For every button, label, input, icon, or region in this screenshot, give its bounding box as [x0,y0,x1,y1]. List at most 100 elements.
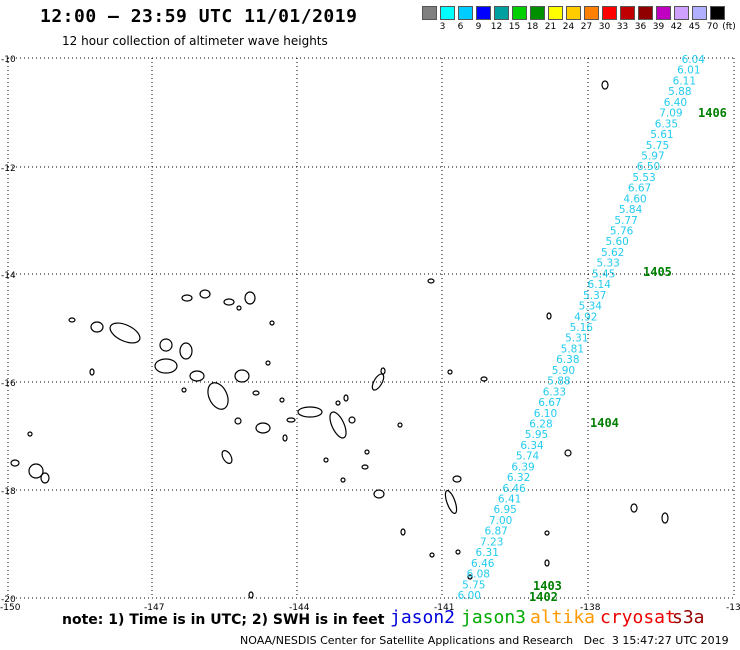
island [234,417,242,425]
colorbar-label: 9 [475,22,482,32]
axis-labels: -10 -12 -14 -16 -18 -20-150 -147 -144 -141 -138 -1… [0,55,740,613]
island [564,449,572,457]
wave-height-value: 7.23 [480,536,503,548]
wave-height-value: 6.01 [677,65,700,77]
island [400,528,406,536]
lon-tick-label: -138 [580,603,601,613]
wave-height-value: 5.34 [579,301,603,313]
colorbar-swatch [692,6,707,20]
island [323,457,329,463]
island [89,368,95,376]
colorbar-label: 15 [508,22,521,32]
wave-height-value: 6.67 [538,397,561,409]
island [27,431,33,437]
island [661,512,669,524]
colorbar-swatch [638,6,653,20]
colorbar-swatch [584,6,599,20]
mission-altika: altika [530,607,596,628]
wave-height-value: 6.28 [529,418,552,430]
units-note: note: 1) Time is in UTC; 2) SWH is in fe… [62,612,385,628]
colorbar-unit: (ft) [722,22,736,32]
island [544,530,550,536]
lat-tick-label: -20 [1,595,16,605]
island [297,406,323,418]
wave-height-value: 4.92 [574,311,597,323]
colorbar-swatch [674,6,689,20]
map-subtitle: 12 hour collection of altimeter wave hei… [62,34,328,48]
lon-tick-label: -147 [144,603,164,613]
colorbar-label: 33 [616,22,629,32]
wave-height-value: 6.33 [543,386,566,398]
island [159,338,173,352]
wave-height-value: 5.75 [462,579,485,591]
island [546,312,552,320]
wave-height-value: 5.37 [583,290,606,302]
island [252,390,260,396]
wave-height-value: 6.46 [471,558,495,570]
island [447,369,453,375]
wave-height-value: 6.35 [655,118,678,130]
colorbar-swatch [710,6,725,20]
island [427,278,435,284]
wave-height-track: 6.046.016.115.886.407.096.355.615.755.97… [458,54,706,602]
wave-height-value: 6.38 [556,354,579,366]
wave-height-value: 5.88 [547,376,570,388]
island [236,305,242,311]
island [68,317,76,323]
island [452,475,462,483]
wave-height-value: 4.60 [623,193,646,205]
island [10,459,20,467]
wave-height-value: 5.88 [668,86,691,98]
wave-height-value: 6.00 [458,590,481,602]
island [109,322,141,344]
lat-tick-label: -14 [1,271,16,281]
wave-height-value: 6.87 [484,526,507,538]
pass-time-label: 1405 [643,265,672,279]
wave-height-value: 5.97 [641,150,664,162]
island [373,489,385,499]
colorbar-swatch [566,6,581,20]
island [248,591,254,599]
pass-time-label: 1404 [590,416,619,430]
wave-height-value: 5.90 [552,365,575,377]
island [255,422,271,434]
island [223,298,235,306]
island [601,80,609,90]
wave-height-value: 5.61 [650,129,673,141]
wave-height-value: 7.09 [659,108,682,120]
island [199,289,211,299]
colorbar-label: 18 [526,22,539,32]
island [181,294,193,302]
wave-height-value: 6.50 [637,161,660,173]
mission-s3a: s3a [672,607,705,628]
wave-height-value: 5.76 [610,226,634,238]
wave-height-value: 6.04 [682,54,706,66]
wave-height-value: 5.31 [565,333,588,345]
colorbar-label: 36 [634,22,647,32]
wave-height-value: 6.10 [534,408,557,420]
colorbar-swatch [512,6,527,20]
wave-height-value: 6.32 [507,472,530,484]
mission-jason3: jason3 [461,607,527,628]
wave-height-value: 5.33 [596,258,619,270]
island [361,464,369,470]
wave-height-value: 5.60 [605,236,628,248]
island [179,342,193,360]
wave-height-value: 6.41 [498,494,521,506]
island [380,367,386,375]
island [282,434,288,442]
island [181,387,187,393]
wave-height-value: 5.81 [561,343,584,355]
colorbar-swatch [494,6,509,20]
island [40,472,50,484]
colorbar-label: 30 [598,22,611,32]
mission-cryosat: cryosat [600,607,676,628]
wave-height-value: 6.39 [511,461,534,473]
island [189,370,205,382]
island [154,358,178,374]
pass-time-label: 1403 [533,579,562,593]
wave-height-value: 5.16 [570,322,594,334]
island-outlines [10,80,669,599]
